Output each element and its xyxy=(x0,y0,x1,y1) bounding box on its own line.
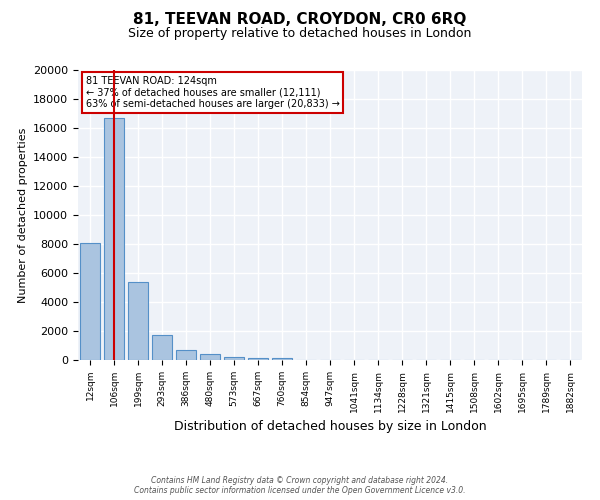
Bar xyxy=(104,118,124,360)
X-axis label: Distribution of detached houses by size in London: Distribution of detached houses by size … xyxy=(173,420,487,433)
Y-axis label: Number of detached properties: Number of detached properties xyxy=(17,128,28,302)
Text: Size of property relative to detached houses in London: Size of property relative to detached ho… xyxy=(128,28,472,40)
Bar xyxy=(80,244,100,360)
Bar xyxy=(224,357,244,360)
Bar xyxy=(200,354,220,360)
Text: Contains HM Land Registry data © Crown copyright and database right 2024.
Contai: Contains HM Land Registry data © Crown c… xyxy=(134,476,466,495)
Text: 81 TEEVAN ROAD: 124sqm
← 37% of detached houses are smaller (12,111)
63% of semi: 81 TEEVAN ROAD: 124sqm ← 37% of detached… xyxy=(86,76,340,109)
Bar xyxy=(176,350,196,360)
Bar xyxy=(248,358,268,360)
Text: 81, TEEVAN ROAD, CROYDON, CR0 6RQ: 81, TEEVAN ROAD, CROYDON, CR0 6RQ xyxy=(133,12,467,28)
Bar xyxy=(128,282,148,360)
Bar xyxy=(152,334,172,360)
Bar xyxy=(272,358,292,360)
